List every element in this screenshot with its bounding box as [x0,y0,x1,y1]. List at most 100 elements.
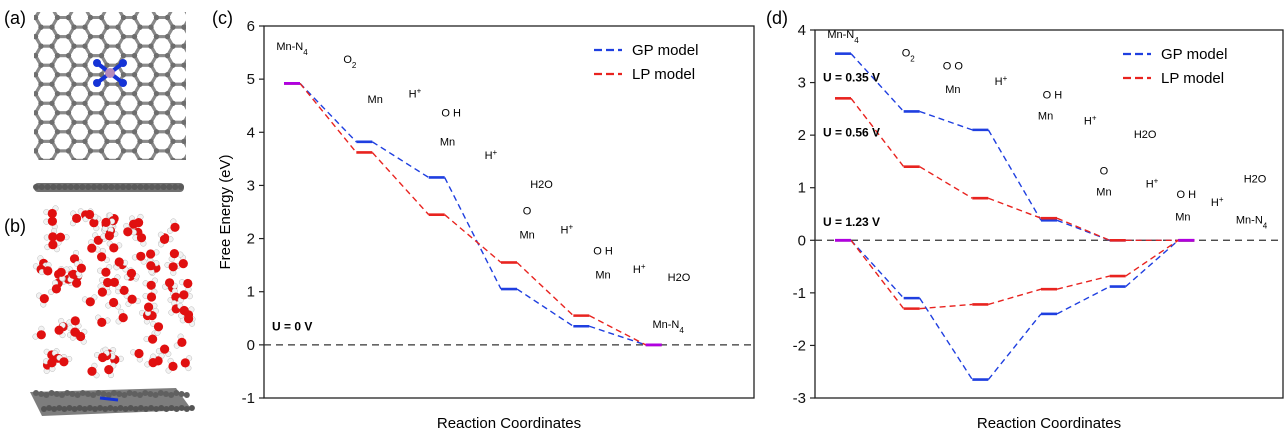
water-oxygen [36,330,46,340]
y-tick-label: 0 [798,232,806,249]
water-oxygen [98,352,108,363]
energy-connector [850,239,905,310]
mn-n4-site [99,396,119,402]
y-tick-label: 2 [247,231,255,248]
water-oxygen [72,278,82,288]
water-oxygen [153,322,164,332]
water-oxygen [127,294,137,304]
species-label: O H [441,107,461,119]
water-oxygen [109,297,119,308]
y-tick-label: 6 [247,18,255,35]
water-oxygen [169,249,179,259]
water-oxygen [146,292,157,302]
water-oxygen [70,327,80,337]
species-label: Mn [440,137,455,149]
series-lp-model [835,97,1195,242]
series-gp-model [284,82,662,347]
y-axis-label: Free Energy (eV) [217,154,234,269]
water-oxygen [109,243,119,253]
energy-connector [299,82,357,143]
species-label: O H [1043,89,1063,101]
water-oxygen [159,234,170,244]
water-oxygen [104,365,114,375]
energy-connector [987,129,1042,221]
water-oxygen [179,305,189,316]
water-oxygen [97,287,107,297]
graphene-top-view [34,12,186,160]
x-axis-label: Reaction Coordinates [437,415,581,431]
energy-connector [444,214,502,264]
water-oxygen [72,213,82,223]
water-oxygen [123,227,133,237]
plot-frame [814,29,1284,399]
y-tick-label: -1 [242,390,255,407]
species-label: O H [593,246,613,258]
free-energy-chart-c: -1 0 1 2 3 4 5 6 Free Energy (eV) Reaction Coordi… [217,18,755,431]
species-label: Mn [368,94,383,106]
energy-connector [516,261,574,317]
potential-condition: U = 0.56 V [823,126,880,140]
water-oxygen [183,278,193,289]
water-oxygen [56,267,66,277]
species-label: O [523,206,532,218]
nitrogen-atom [119,79,127,87]
species-label: Mn [1096,187,1111,199]
manganese-atom [105,68,115,78]
water-oxygen [134,348,144,359]
water-oxygen [68,269,79,279]
y-tick-label: -1 [793,285,806,302]
y-tick-label: 0 [247,337,255,354]
water-oxygen [87,243,97,253]
water-oxygen [168,262,178,272]
y-tick-label: -2 [793,337,806,354]
water-oxygen [146,280,156,290]
energy-connector [988,197,1042,219]
panel-label-c: (c) [212,8,233,28]
water-oxygen [97,317,107,327]
water-oxygen [144,302,154,312]
energy-connector [1125,239,1179,288]
water-oxygen [59,357,69,367]
water-oxygen [114,257,124,267]
water-oxygen [48,232,58,242]
free-energy-chart-d: -3 -2 -1 0 1 2 3 4 Reaction Coordinates GP model L… [793,22,1284,431]
species-label: H+ [409,86,422,101]
water-oxygen [47,216,58,226]
species-label: H+ [995,74,1008,89]
water-oxygen [85,209,95,220]
species-label: H+ [561,222,574,237]
water-oxygen [101,217,111,227]
species-label: H2O [1244,173,1267,185]
water-oxygen [89,218,99,228]
water-oxygen [119,285,129,295]
water-oxygen [146,249,156,259]
water-oxygen [179,290,189,300]
water-oxygen [39,294,49,304]
species-label: H2O [530,179,553,191]
species-label: Mn [519,230,534,242]
energy-connector [850,97,905,168]
water-oxygen [103,277,113,288]
legend-entry: LP model [1161,70,1224,87]
panel-label-d: (d) [766,8,788,28]
nitrogen-atom [119,59,127,67]
species-label: H+ [485,147,498,162]
energy-connector [1056,275,1110,290]
water-oxygen [43,266,53,276]
energy-connector [1056,217,1110,241]
species-label: H2O [668,272,691,284]
x-axis-label: Reaction Coordinates [977,415,1121,431]
water-oxygen [126,268,137,278]
water-oxygen [148,334,158,344]
legend-entry: GP model [632,42,698,59]
energy-connector [850,239,905,299]
water-oxygen [118,313,128,323]
species-label: O2 [902,47,916,63]
water-oxygen [180,358,190,368]
species-label: Mn [945,84,960,96]
nitrogen-atom [93,59,101,67]
energy-connector [444,177,502,290]
water-oxygen [168,361,178,371]
y-tick-label: 1 [247,284,255,301]
